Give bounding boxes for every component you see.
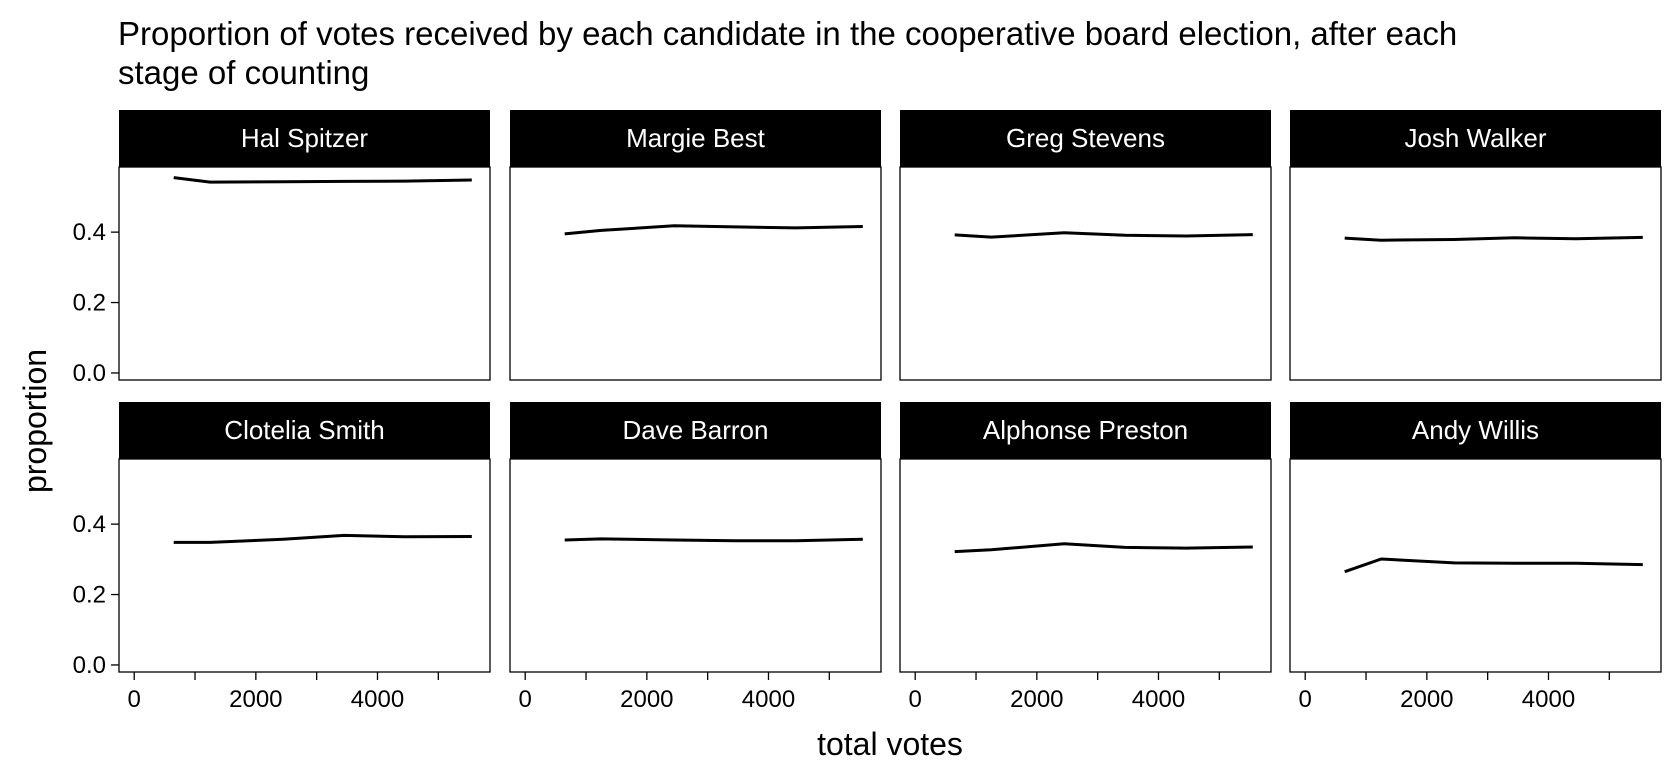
facet-panel: Greg Stevens (899, 110, 1272, 381)
x-tick-label: 2000 (229, 686, 282, 713)
panel-border (899, 166, 1272, 381)
facet-strip-label: Alphonse Preston (983, 415, 1188, 445)
x-axis-title: total votes (817, 726, 963, 762)
facet-strip (510, 110, 881, 167)
x-tick-label: 2000 (1400, 686, 1453, 713)
series-line (173, 533, 472, 544)
series-line (564, 224, 863, 236)
facet-panels: Hal Spitzer 0.0 0.2 0.4 Margie Best Greg Stev… (73, 110, 1662, 713)
x-tick-label: 0 (1299, 686, 1312, 713)
facet-strip (119, 110, 490, 167)
x-tick-label: 0 (909, 686, 922, 713)
panel-border (509, 458, 882, 673)
x-tick-label: 2000 (620, 686, 673, 713)
panel-border (1289, 458, 1662, 673)
panel-border (118, 458, 491, 673)
facet-strip-label: Greg Stevens (1006, 123, 1165, 153)
panel-border (118, 166, 491, 381)
x-tick-label: 0 (519, 686, 532, 713)
y-tick-label: 0.0 (73, 652, 106, 679)
series-line (954, 542, 1253, 554)
series-line (564, 537, 863, 543)
facet-panel: Clotelia Smith 0.0 0.2 0.4 0 2000 4000 (73, 402, 491, 713)
facet-strip (119, 402, 490, 459)
y-tick-label: 0.4 (73, 511, 106, 538)
series-line (1344, 557, 1643, 574)
y-tick-label: 0.2 (73, 582, 106, 609)
facet-strip (900, 402, 1271, 459)
y-tick-label: 0.0 (73, 360, 106, 387)
x-tick-label: 4000 (351, 686, 404, 713)
x-tick-label: 4000 (1132, 686, 1185, 713)
facet-strip-label: Hal Spitzer (241, 123, 368, 153)
chart-title: Proportion of votes received by each can… (118, 15, 1457, 91)
title-line-2: stage of counting (118, 54, 369, 91)
panel-border (1289, 166, 1662, 381)
facet-strip (1290, 110, 1661, 167)
facet-strip-label: Andy Willis (1412, 415, 1539, 445)
facet-panel: Dave Barron 0 2000 4000 (509, 402, 882, 713)
y-tick-label: 0.2 (73, 290, 106, 317)
panel-border (509, 166, 882, 381)
facet-panel: Alphonse Preston 0 2000 4000 (899, 402, 1272, 713)
facet-strip (510, 402, 881, 459)
y-axis-title: proportion (17, 349, 53, 493)
series-line (1344, 235, 1643, 242)
facet-strip-label: Dave Barron (623, 415, 769, 445)
series-line (173, 176, 472, 184)
title-line-1: Proportion of votes received by each can… (118, 15, 1457, 52)
facet-strip-label: Margie Best (626, 123, 765, 153)
x-tick-label: 0 (128, 686, 141, 713)
facet-panel: Margie Best (509, 110, 882, 381)
facet-strip-label: Josh Walker (1404, 123, 1546, 153)
facet-strip-label: Clotelia Smith (224, 415, 384, 445)
panel-border (899, 458, 1272, 673)
facet-panel: Andy Willis 0 2000 4000 (1289, 402, 1662, 713)
x-tick-label: 2000 (1010, 686, 1063, 713)
facet-panel: Hal Spitzer 0.0 0.2 0.4 (73, 110, 491, 387)
facet-panel: Josh Walker (1289, 110, 1662, 381)
x-tick-label: 4000 (742, 686, 795, 713)
facet-strip (1290, 402, 1661, 459)
x-tick-label: 4000 (1522, 686, 1575, 713)
y-tick-label: 0.4 (73, 219, 106, 246)
facet-strip (900, 110, 1271, 167)
series-line (954, 231, 1253, 239)
